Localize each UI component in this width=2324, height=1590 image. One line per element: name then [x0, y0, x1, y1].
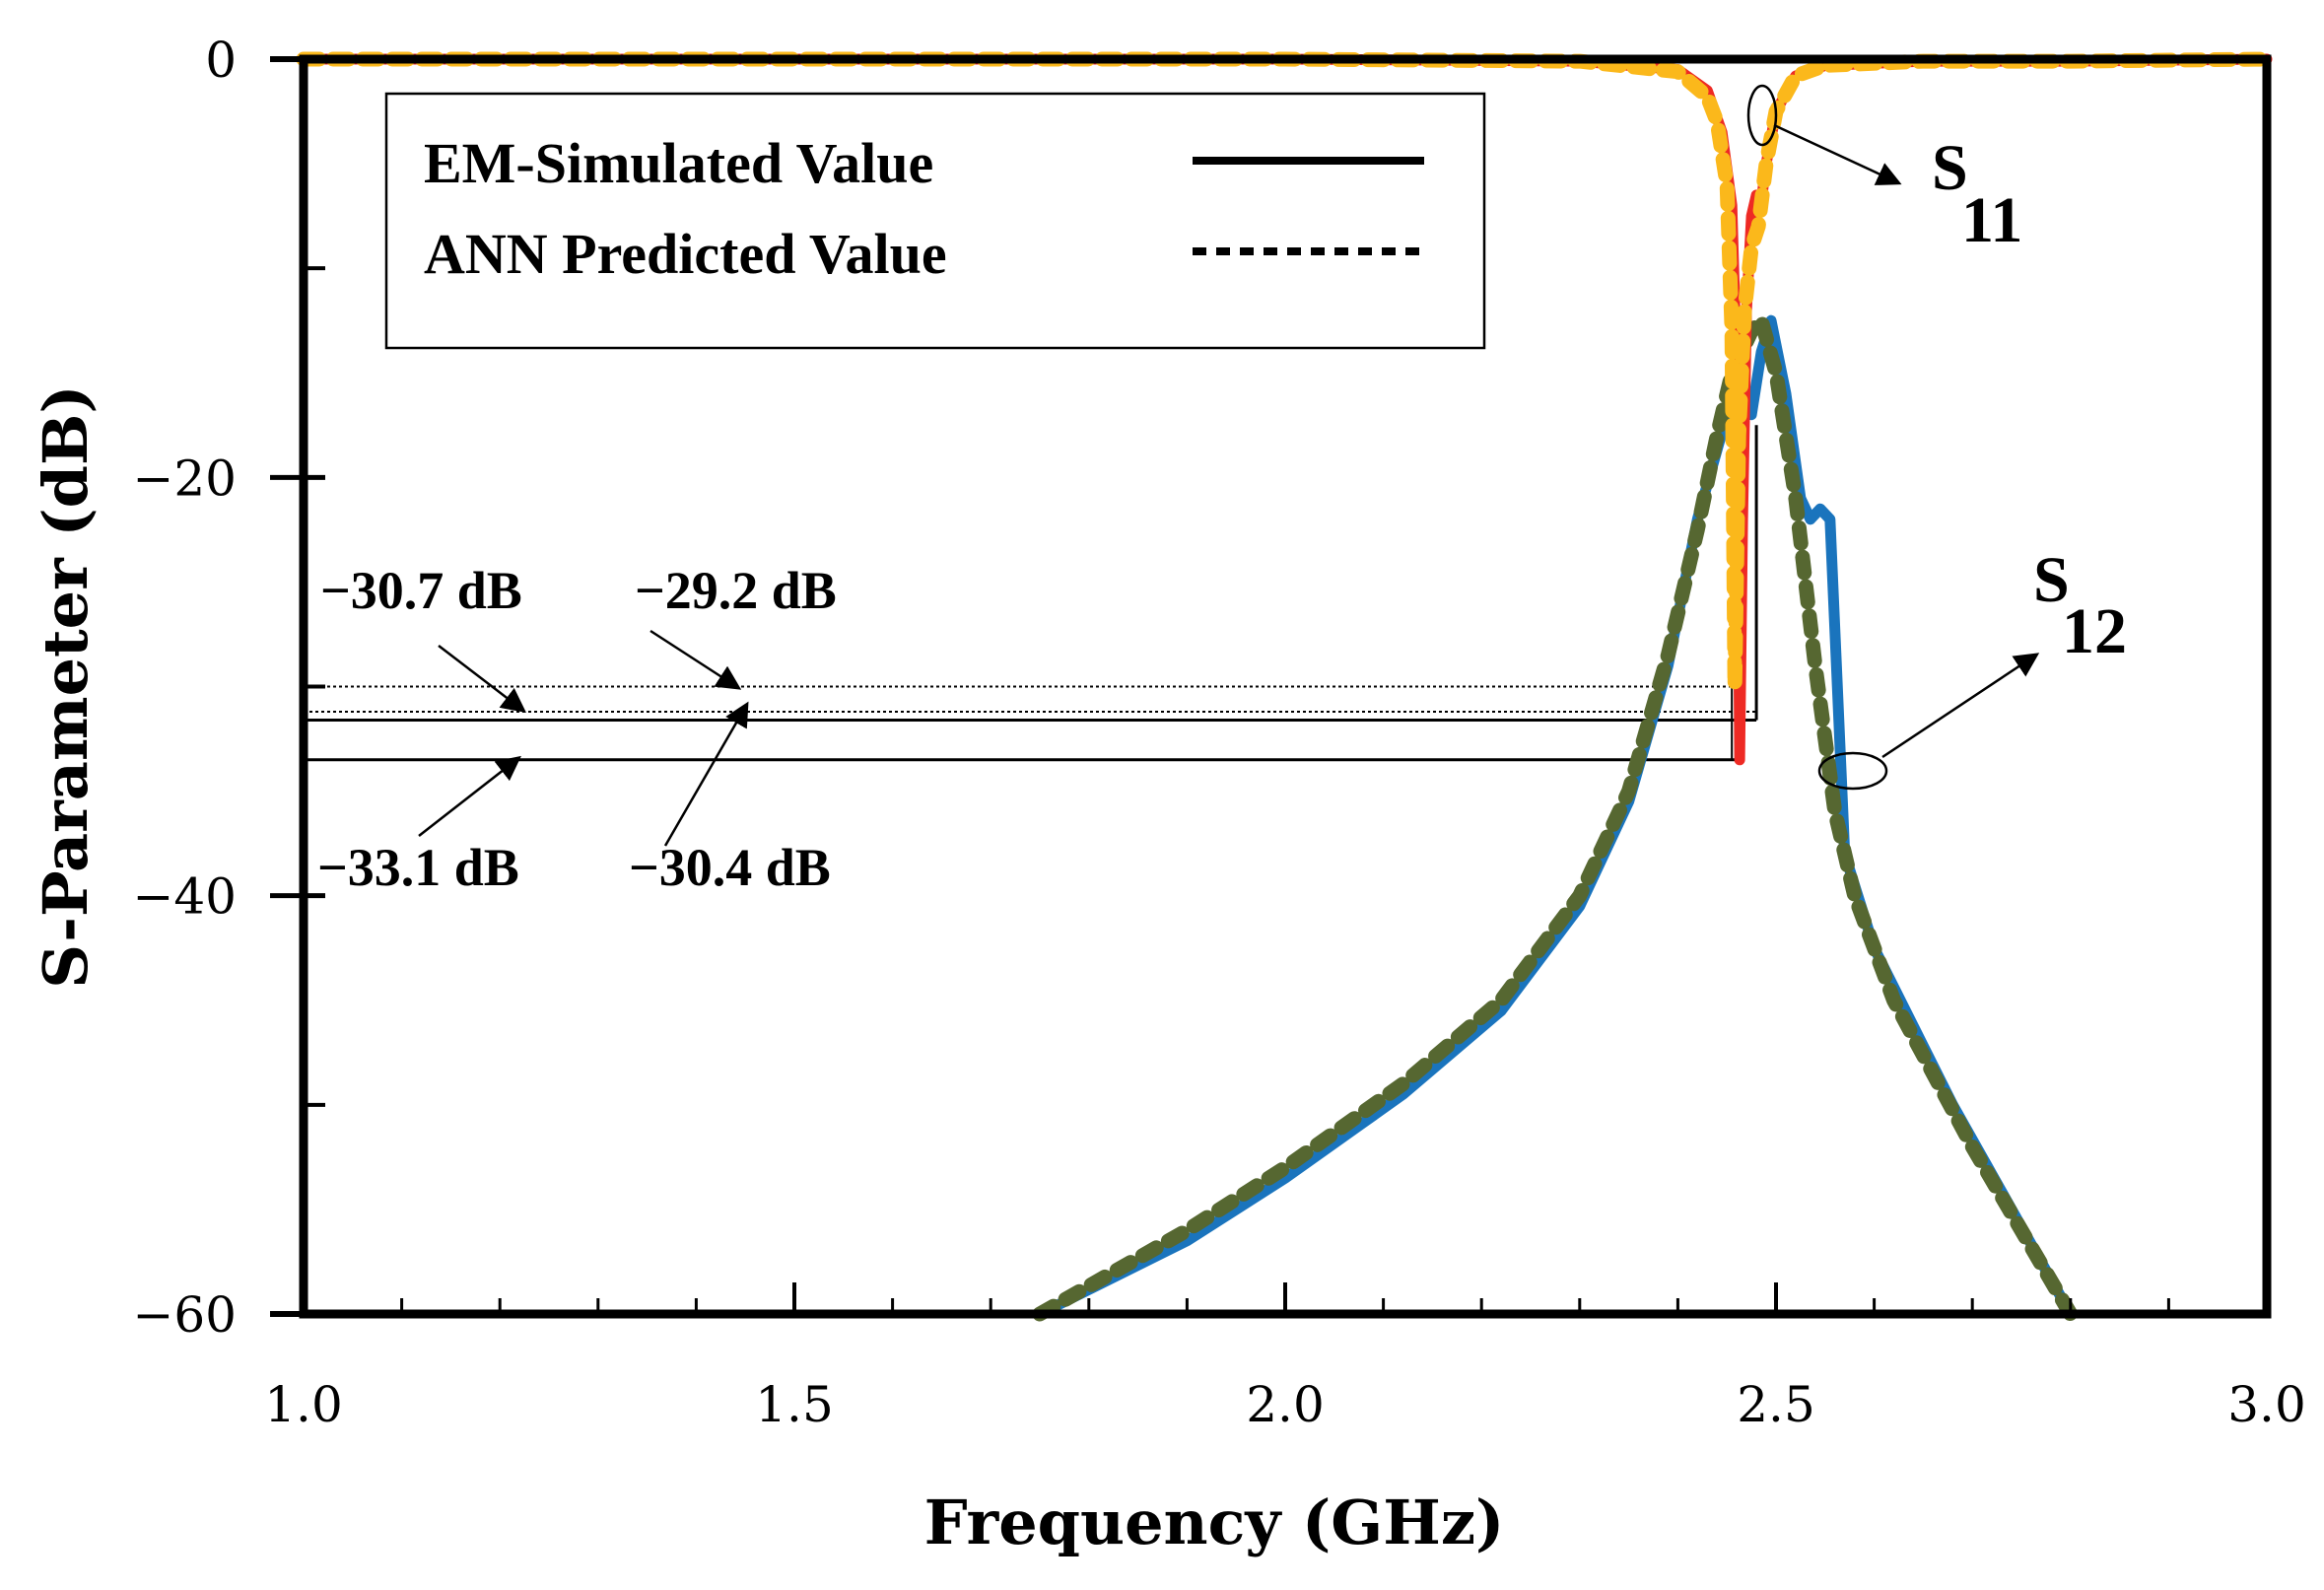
x-axis-title: Frequency (GHz) [924, 1486, 1505, 1558]
s11-label: S [1932, 132, 1968, 204]
x-tick-label: 2.5 [1737, 1376, 1815, 1433]
s12-ellipse [1817, 751, 1888, 791]
legend-label: EM-Simulated Value [424, 131, 933, 195]
reference-label: −30.7 dB [320, 561, 522, 620]
series-line [296, 51, 2275, 694]
s11-ellipse [1746, 84, 1778, 147]
reference-label: −29.2 dB [635, 561, 837, 620]
legend-box [384, 92, 1486, 350]
y-tick-label: −60 [132, 1286, 237, 1344]
annotation-arrow [663, 701, 749, 847]
x-tick-label: 1.5 [755, 1376, 834, 1433]
reference-label: −30.4 dB [629, 838, 831, 897]
annotation-arrow [438, 645, 526, 714]
annotation-arrow [418, 755, 521, 837]
s11-arrow [1773, 123, 1902, 185]
s12-subscript: 12 [2062, 595, 2127, 667]
series-line [1034, 314, 2077, 1320]
s12-label: S [2033, 544, 2070, 616]
y-axis-title: S-Parameter (dB) [30, 384, 102, 989]
s12-arrow [1881, 653, 2040, 759]
series-line [1032, 312, 2079, 1322]
s11-subscript: 11 [1961, 184, 2022, 256]
y-tick-label: −40 [132, 868, 237, 926]
y-tick-label: −20 [132, 449, 237, 507]
annotation-arrow [649, 629, 742, 690]
y-tick-label: 0 [205, 32, 237, 89]
x-tick-label: 1.0 [264, 1376, 343, 1433]
reference-label: −33.1 dB [317, 838, 519, 897]
legend-label: ANN Predicted Value [424, 222, 947, 286]
x-tick-label: 2.0 [1246, 1376, 1325, 1433]
x-tick-label: 3.0 [2227, 1376, 2306, 1433]
